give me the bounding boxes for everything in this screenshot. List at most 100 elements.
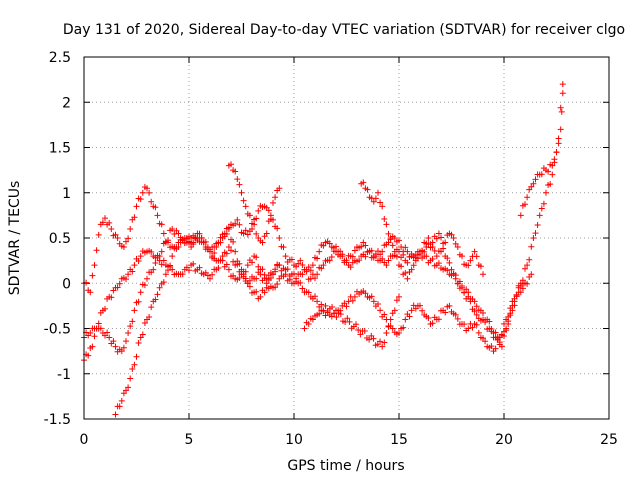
data-point bbox=[135, 257, 142, 264]
data-point bbox=[326, 257, 333, 264]
data-point bbox=[314, 255, 321, 262]
data-point bbox=[385, 323, 392, 330]
data-point bbox=[228, 161, 234, 168]
y-tick-label: 0 bbox=[62, 276, 71, 292]
data-series bbox=[81, 225, 283, 355]
data-point bbox=[249, 259, 255, 266]
data-point bbox=[387, 235, 394, 241]
data-point bbox=[223, 261, 230, 268]
data-point bbox=[123, 276, 129, 283]
data-point bbox=[240, 273, 247, 280]
data-point bbox=[192, 235, 199, 242]
data-point bbox=[284, 266, 291, 273]
data-point bbox=[402, 269, 409, 276]
data-point bbox=[385, 239, 392, 246]
data-point bbox=[137, 196, 144, 203]
data-point bbox=[293, 263, 300, 270]
data-series bbox=[225, 161, 283, 246]
data-point bbox=[202, 238, 209, 245]
data-point bbox=[131, 262, 138, 269]
data-point bbox=[253, 275, 260, 282]
x-tick-labels: 0 5 10 15 20 25 bbox=[80, 432, 618, 448]
data-point bbox=[137, 334, 144, 341]
data-point bbox=[173, 245, 180, 252]
data-point bbox=[522, 201, 528, 208]
axis-ticks bbox=[83, 56, 610, 420]
data-point bbox=[318, 265, 325, 272]
data-point bbox=[244, 231, 251, 238]
data-point bbox=[482, 338, 489, 345]
data-series bbox=[358, 179, 486, 282]
data-point bbox=[213, 244, 220, 251]
data-point bbox=[402, 316, 409, 323]
data-point bbox=[186, 239, 192, 246]
data-point bbox=[385, 230, 392, 237]
data-point bbox=[423, 253, 430, 260]
data-point bbox=[299, 261, 306, 268]
data-point bbox=[127, 225, 134, 232]
data-point bbox=[144, 275, 150, 282]
data-point bbox=[87, 289, 94, 296]
data-point bbox=[261, 275, 268, 282]
data-point bbox=[396, 293, 402, 300]
data-point bbox=[393, 253, 400, 260]
data-point bbox=[459, 284, 465, 291]
data-point bbox=[265, 207, 272, 214]
data-point bbox=[148, 304, 155, 311]
data-point bbox=[465, 325, 472, 332]
data-point bbox=[471, 248, 478, 255]
data-point bbox=[528, 271, 535, 278]
data-point bbox=[152, 204, 159, 211]
data-point bbox=[469, 324, 476, 331]
data-point bbox=[559, 81, 566, 88]
data-point bbox=[112, 231, 119, 238]
data-point bbox=[274, 225, 281, 232]
data-point bbox=[236, 181, 243, 188]
data-point bbox=[438, 248, 444, 255]
data-point bbox=[204, 272, 211, 279]
data-point bbox=[480, 335, 486, 342]
data-point bbox=[356, 257, 363, 264]
data-point bbox=[379, 248, 386, 255]
data-point bbox=[274, 281, 281, 288]
data-point bbox=[179, 271, 186, 278]
data-point bbox=[404, 259, 411, 266]
data-point bbox=[375, 300, 381, 307]
data-point bbox=[467, 257, 474, 264]
data-point bbox=[125, 330, 132, 337]
y-tick-label: 0.5 bbox=[49, 231, 71, 247]
data-point bbox=[190, 260, 197, 267]
data-point bbox=[538, 171, 545, 178]
data-point bbox=[370, 298, 377, 305]
data-point bbox=[238, 189, 245, 196]
data-point bbox=[106, 334, 113, 341]
data-point bbox=[381, 339, 388, 346]
data-point bbox=[402, 244, 409, 251]
data-point bbox=[326, 240, 333, 247]
data-point bbox=[265, 218, 272, 225]
data-point bbox=[406, 313, 413, 320]
data-point bbox=[125, 384, 132, 391]
data-point bbox=[524, 262, 531, 269]
data-point bbox=[110, 338, 117, 345]
data-point bbox=[282, 253, 289, 260]
x-tick-label: 15 bbox=[390, 432, 408, 448]
data-point bbox=[305, 289, 312, 296]
data-point bbox=[297, 279, 304, 286]
data-point bbox=[276, 262, 283, 269]
data-point bbox=[335, 251, 342, 258]
data-point bbox=[146, 314, 153, 321]
data-point bbox=[557, 104, 564, 111]
data-point bbox=[87, 330, 94, 337]
data-point bbox=[139, 331, 146, 338]
data-point bbox=[209, 271, 216, 278]
data-point bbox=[442, 309, 449, 316]
data-point bbox=[448, 266, 455, 273]
data-point bbox=[129, 366, 136, 373]
data-point bbox=[551, 159, 558, 166]
data-point bbox=[480, 310, 486, 317]
data-point bbox=[419, 247, 426, 254]
data-point bbox=[95, 231, 102, 238]
data-point bbox=[108, 225, 115, 232]
data-point bbox=[219, 253, 226, 260]
